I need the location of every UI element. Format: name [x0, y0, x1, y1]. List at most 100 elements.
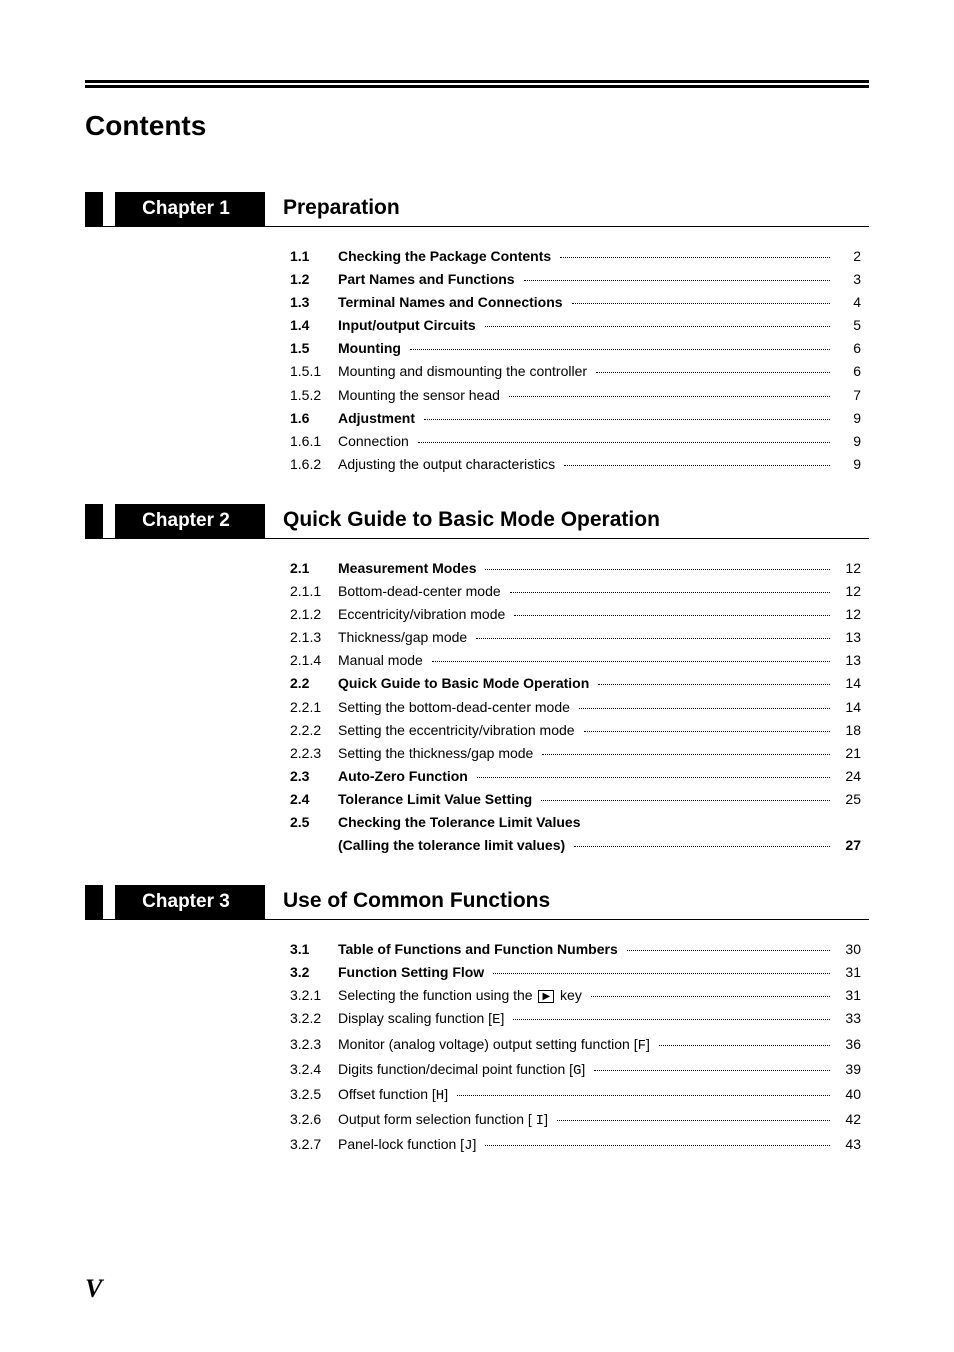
toc-number: 3.1 — [290, 938, 332, 961]
toc-page: 6 — [839, 337, 861, 360]
chapter-left-stub — [85, 504, 103, 538]
toc-text: Table of Functions and Function Numbers — [338, 938, 618, 961]
toc-page: 12 — [839, 557, 861, 580]
toc-number: 2.1.4 — [290, 649, 332, 672]
toc-number: 2.2.3 — [290, 742, 332, 765]
toc-row: 2.2.2Setting the eccentricity/vibration … — [290, 719, 861, 742]
toc-row: 1.4Input/output Circuits5 — [290, 314, 861, 337]
toc-row: 1.6.1Connection9 — [290, 430, 861, 453]
toc-leader — [514, 615, 830, 616]
toc-leader — [524, 280, 830, 281]
toc-leader — [509, 396, 830, 397]
toc-entries: 1.1Checking the Package Contents21.2Part… — [290, 245, 861, 476]
toc-page: 33 — [839, 1007, 861, 1030]
page-title: Contents — [85, 110, 869, 142]
toc-page: 27 — [839, 834, 861, 857]
toc-text: Part Names and Functions — [338, 268, 515, 291]
toc-page: 43 — [839, 1133, 861, 1156]
toc-leader — [477, 777, 830, 778]
toc-number: 3.2.4 — [290, 1058, 332, 1081]
toc-row: 3.2.2 Display scaling function [E] 33 — [290, 1007, 861, 1032]
toc-row: 1.6Adjustment9 — [290, 407, 861, 430]
chapter-left-stub — [85, 885, 103, 919]
toc-row: 2.1Measurement Modes12 — [290, 557, 861, 580]
toc-row: 1.5.2Mounting the sensor head7 — [290, 384, 861, 407]
toc-leader — [410, 349, 830, 350]
toc-page: 9 — [839, 453, 861, 476]
toc-row: 3.2.3Monitor (analog voltage) output set… — [290, 1033, 861, 1058]
toc-page: 9 — [839, 407, 861, 430]
toc-leader — [584, 731, 830, 732]
toc-page: 7 — [839, 384, 861, 407]
toc-page: 31 — [839, 961, 861, 984]
toc-leader — [513, 1019, 830, 1020]
chapter-block: Chapter 3Use of Common Functions 3.1 Table… — [85, 885, 869, 1158]
toc-page: 14 — [839, 672, 861, 695]
chapter-block: Chapter 1Preparation 1.1Checking the Pack… — [85, 192, 869, 476]
toc-page: 13 — [839, 649, 861, 672]
toc-page: 14 — [839, 696, 861, 719]
toc-page: 24 — [839, 765, 861, 788]
toc-number: 1.3 — [290, 291, 332, 314]
chapter-header: Chapter 1Preparation — [85, 192, 869, 227]
toc-text: Tolerance Limit Value Setting — [338, 788, 532, 811]
function-glyph: F — [638, 1038, 646, 1054]
toc-page: 2 — [839, 245, 861, 268]
toc-leader — [560, 257, 830, 258]
toc-page: 30 — [839, 938, 861, 961]
toc-row: 3.2.4 Digits function/decimal point funct… — [290, 1058, 861, 1083]
toc-row: 2.1.2Eccentricity/vibration mode12 — [290, 603, 861, 626]
toc-number: 2.5 — [290, 811, 332, 834]
toc-row: 1.6.2Adjusting the output characteristic… — [290, 453, 861, 476]
top-horizontal-rule — [85, 80, 869, 88]
toc-text: Bottom-dead-center mode — [338, 580, 501, 603]
chapter-block: Chapter 2Quick Guide to Basic Mode Opera… — [85, 504, 869, 857]
toc-text: Setting the bottom-dead-center mode — [338, 696, 570, 719]
toc-number: 2.1.2 — [290, 603, 332, 626]
toc-page: 12 — [839, 603, 861, 626]
toc-text: Mounting and dismounting the controller — [338, 360, 587, 383]
toc-page: 42 — [839, 1108, 861, 1131]
toc-row: 3.2.6Output form selection function [ I]… — [290, 1108, 861, 1133]
toc-text: Setting the eccentricity/vibration mode — [338, 719, 575, 742]
toc-text: Mounting the sensor head — [338, 384, 500, 407]
toc-page: 12 — [839, 580, 861, 603]
toc-text: Display scaling function [E] — [338, 1007, 504, 1032]
toc-page: 6 — [839, 360, 861, 383]
toc-leader — [493, 973, 830, 974]
toc-text: Checking the Tolerance Limit Values(Call… — [338, 811, 861, 857]
toc-page: 39 — [839, 1058, 861, 1081]
toc-leader — [424, 419, 830, 420]
toc-leader — [596, 372, 830, 373]
toc-row: 3.2.1Selecting the function using the ▶ … — [290, 984, 861, 1007]
toc-leader — [542, 754, 830, 755]
toc-page: 13 — [839, 626, 861, 649]
toc-leader — [541, 800, 830, 801]
toc-text: Quick Guide to Basic Mode Operation — [338, 672, 589, 695]
toc-number: 3.2.7 — [290, 1133, 332, 1156]
toc-leader — [510, 592, 830, 593]
toc-number: 3.2.2 — [290, 1007, 332, 1030]
toc-number: 1.5.1 — [290, 360, 332, 383]
toc-page: 31 — [839, 984, 861, 1007]
chapter-header: Chapter 2Quick Guide to Basic Mode Opera… — [85, 504, 869, 539]
page-number: V — [85, 1274, 102, 1304]
function-glyph: G — [573, 1063, 581, 1079]
toc-page: 18 — [839, 719, 861, 742]
toc-page: 9 — [839, 430, 861, 453]
toc-number: 2.1.1 — [290, 580, 332, 603]
toc-number: 3.2 — [290, 961, 332, 984]
toc-text: Digits function/decimal point function [… — [338, 1058, 585, 1083]
chapter-header: Chapter 3Use of Common Functions — [85, 885, 869, 920]
toc-row: 3.2.7Panel-lock function [J]43 — [290, 1133, 861, 1158]
toc-page: 25 — [839, 788, 861, 811]
toc-leader — [572, 303, 830, 304]
key-icon: ▶ — [538, 990, 554, 1003]
toc-row: 1.5Mounting6 — [290, 337, 861, 360]
chapter-title: Preparation — [265, 196, 869, 226]
toc-row: 2.1.4Manual mode13 — [290, 649, 861, 672]
toc-page: 3 — [839, 268, 861, 291]
toc-leader — [557, 1120, 830, 1121]
toc-text: Input/output Circuits — [338, 314, 476, 337]
toc-text: Connection — [338, 430, 409, 453]
